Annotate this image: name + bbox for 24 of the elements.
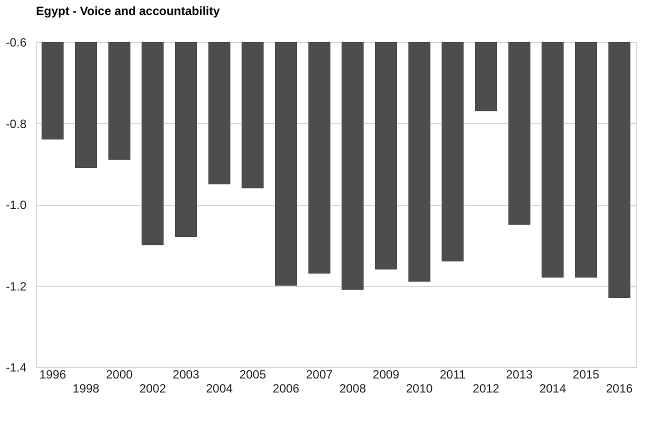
x-tick-label: 2015 xyxy=(572,368,600,382)
x-tick-label: 2006 xyxy=(272,382,300,396)
y-tick-label: -1.2 xyxy=(6,279,27,294)
x-tick-label: 2011 xyxy=(440,368,466,382)
x-tick-label: 2005 xyxy=(239,368,266,382)
x-tick-label: 2014 xyxy=(539,382,566,396)
x-tick-label: 2013 xyxy=(506,368,534,382)
x-tick-label: 2016 xyxy=(606,382,634,396)
y-tick-label: -1.0 xyxy=(6,198,27,212)
x-tick-label: 1996 xyxy=(39,368,66,382)
x-tick-label: 2003 xyxy=(172,368,200,382)
x-tick-label: 2008 xyxy=(339,382,366,396)
x-tick-label: 2004 xyxy=(206,382,234,396)
x-tick-label: 2012 xyxy=(472,382,500,396)
x-tick-label: 2002 xyxy=(139,382,166,396)
x-tick-label: 2010 xyxy=(406,382,434,396)
x-tick-label: 2000 xyxy=(106,368,134,382)
y-tick-label: -0.6 xyxy=(6,36,27,50)
x-tick-label: 2007 xyxy=(306,368,334,382)
x-tick-label: 2009 xyxy=(372,368,400,382)
y-tick-label: -1.4 xyxy=(6,360,27,374)
chart-title: Egypt - Voice and accountability xyxy=(36,4,220,18)
x-tick-label: 1998 xyxy=(72,382,100,396)
y-tick-label: -0.8 xyxy=(6,116,27,131)
